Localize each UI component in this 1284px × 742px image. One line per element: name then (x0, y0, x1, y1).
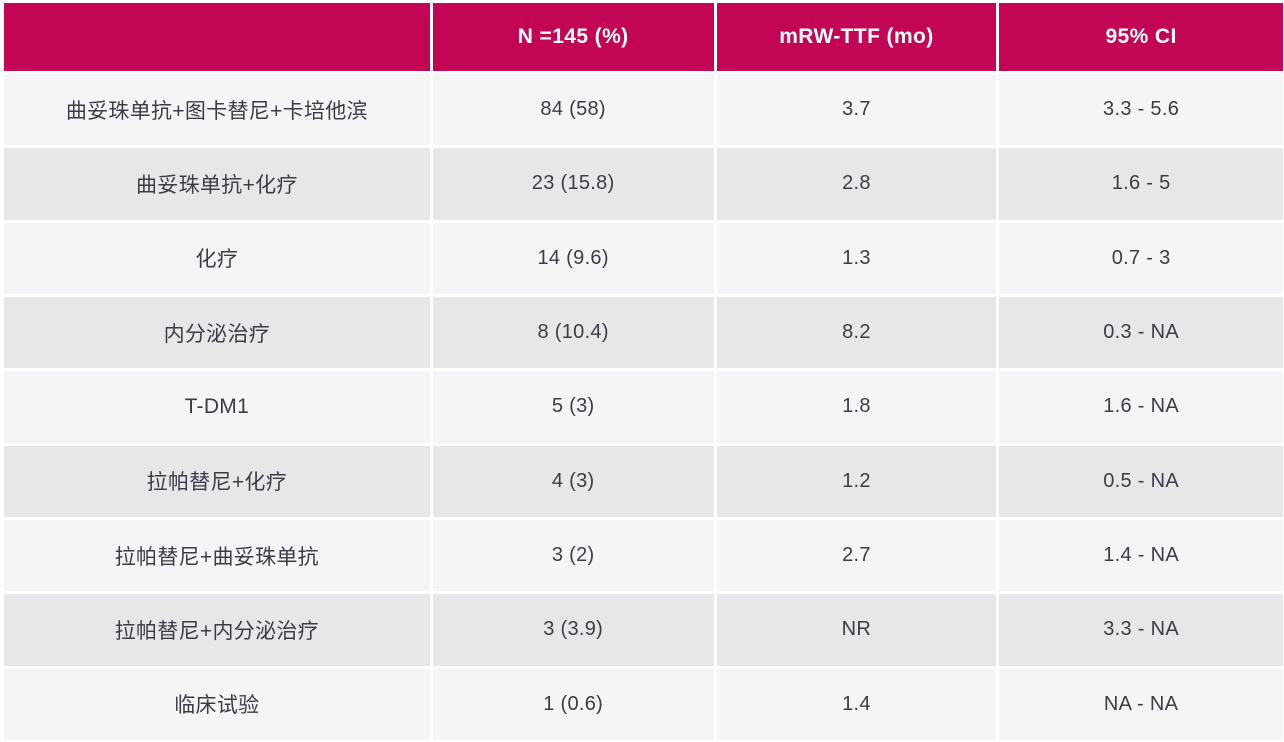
header-n-pct: N =145 (%) (432, 3, 714, 71)
ci-cell: 1.6 - NA (999, 371, 1283, 443)
therapy-cell: 拉帕替尼+内分泌治疗 (4, 594, 430, 666)
mrw-ttf-cell: 3.7 (716, 74, 997, 146)
n-pct-cell: 1 (0.6) (432, 668, 714, 740)
n-pct-cell: 23 (15.8) (432, 148, 714, 220)
n-pct-cell: 84 (58) (432, 74, 714, 146)
results-table: N =145 (%) mRW-TTF (mo) 95% CI 曲妥珠单抗+图卡替… (4, 3, 1283, 740)
n-pct-cell: 3 (2) (432, 520, 714, 592)
mrw-ttf-cell: 1.2 (716, 445, 997, 517)
n-pct-cell: 4 (3) (432, 445, 714, 517)
ci-cell: 0.5 - NA (999, 445, 1283, 517)
therapy-cell: 拉帕替尼+化疗 (4, 445, 430, 517)
therapy-cell: 拉帕替尼+曲妥珠单抗 (4, 520, 430, 592)
therapy-cell: 曲妥珠单抗+图卡替尼+卡培他滨 (4, 74, 430, 146)
mrw-ttf-cell: NR (716, 594, 997, 666)
mrw-ttf-cell: 2.8 (716, 148, 997, 220)
ci-cell: 0.7 - 3 (999, 222, 1283, 294)
ci-cell: 1.4 - NA (999, 520, 1283, 592)
n-pct-cell: 5 (3) (432, 371, 714, 443)
n-pct-cell: 3 (3.9) (432, 594, 714, 666)
n-pct-cell: 8 (10.4) (432, 297, 714, 369)
ci-cell: 3.3 - 5.6 (999, 74, 1283, 146)
mrw-ttf-cell: 8.2 (716, 297, 997, 369)
mrw-ttf-cell: 1.8 (716, 371, 997, 443)
header-therapy (4, 3, 430, 71)
mrw-ttf-cell: 1.3 (716, 222, 997, 294)
therapy-cell: 化疗 (4, 222, 430, 294)
therapy-cell: 曲妥珠单抗+化疗 (4, 148, 430, 220)
n-pct-cell: 14 (9.6) (432, 222, 714, 294)
therapy-cell: 内分泌治疗 (4, 297, 430, 369)
therapy-cell: T-DM1 (4, 371, 430, 443)
mrw-ttf-cell: 2.7 (716, 520, 997, 592)
header-95ci: 95% CI (999, 3, 1283, 71)
therapy-cell: 临床试验 (4, 668, 430, 740)
ci-cell: 1.6 - 5 (999, 148, 1283, 220)
header-mrw-ttf: mRW-TTF (mo) (716, 3, 997, 71)
ci-cell: 0.3 - NA (999, 297, 1283, 369)
ci-cell: 3.3 - NA (999, 594, 1283, 666)
ci-cell: NA - NA (999, 668, 1283, 740)
mrw-ttf-cell: 1.4 (716, 668, 997, 740)
